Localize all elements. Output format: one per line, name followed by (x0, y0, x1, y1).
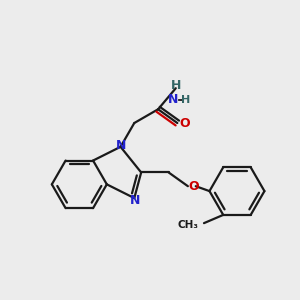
Text: N: N (168, 94, 178, 106)
Text: O: O (188, 180, 199, 193)
Text: H: H (171, 79, 181, 92)
Text: N: N (130, 194, 140, 207)
Text: N: N (116, 139, 127, 152)
Text: O: O (180, 116, 190, 130)
Text: H: H (181, 95, 190, 105)
Text: CH₃: CH₃ (177, 220, 198, 230)
